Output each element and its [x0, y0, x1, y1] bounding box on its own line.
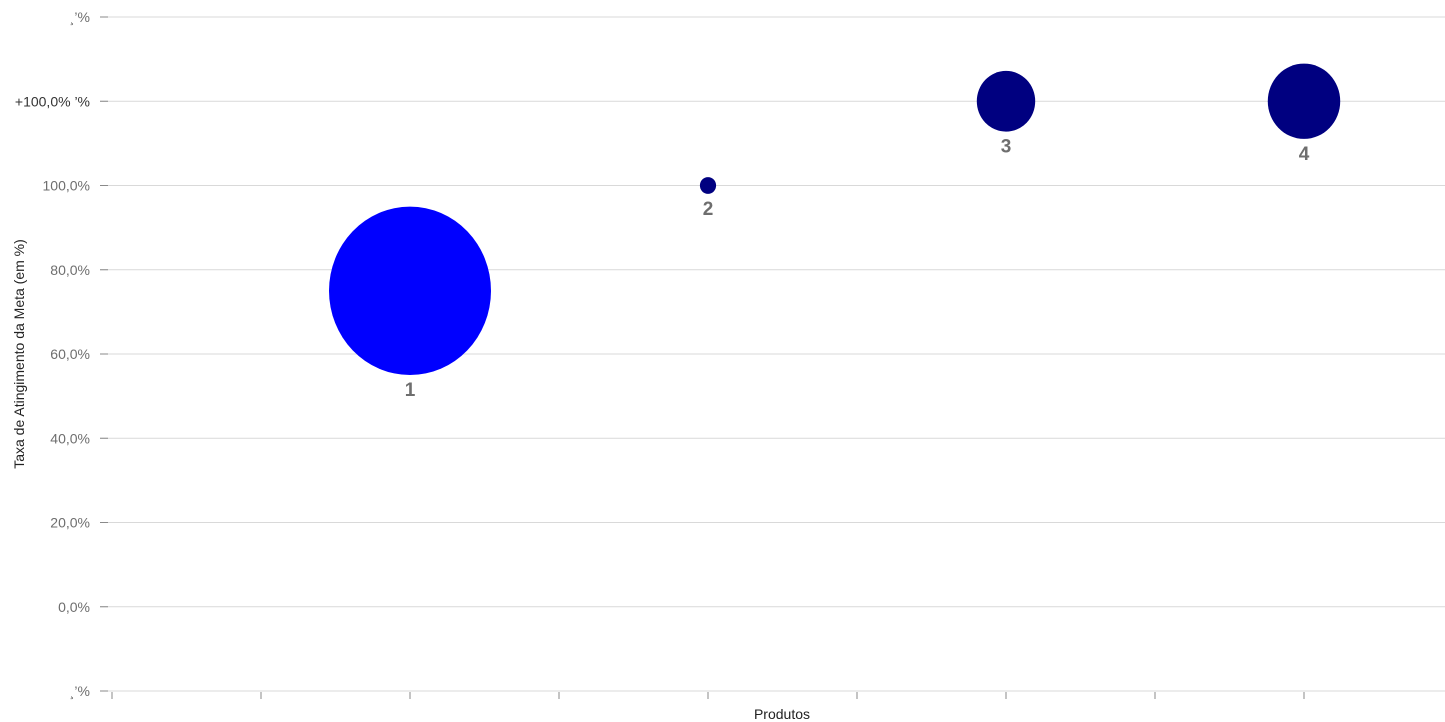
gridlines [100, 16, 1445, 692]
bubble-labels: 1 2 3 4 [405, 137, 1310, 401]
y-tick-label: 80,0% [50, 262, 90, 278]
bubble-label-2: 2 [703, 199, 714, 220]
y-tick-label: +100,0% ’% [15, 93, 90, 109]
y-tick-label: 60,0% [50, 346, 90, 362]
bubble-3 [976, 70, 1036, 132]
bubbles [329, 63, 1341, 376]
x-axis-ticks [111, 692, 1305, 699]
y-tick-label: 0,0% [58, 599, 90, 615]
y-tick-label: ¸’% [70, 9, 90, 25]
y-tick-label: 100,0% [43, 178, 90, 194]
bubble-4 [1267, 63, 1341, 139]
y-tick-label: 20,0% [50, 515, 90, 531]
y-tick-label: 40,0% [50, 430, 90, 446]
bubble-label-4: 4 [1299, 144, 1310, 165]
bubble-1 [329, 206, 491, 376]
bubble-label-1: 1 [405, 380, 416, 401]
y-tick-label: ¸’% [70, 683, 90, 699]
bubble-label-3: 3 [1001, 137, 1012, 158]
y-axis-title: Taxa de Atingimento da Meta (em %) [11, 239, 27, 469]
bubble-2 [699, 177, 717, 194]
y-axis-ticks: ¸’% +100,0% ’% 100,0% 80,0% 60,0% 40,0% 20,0% 0… [15, 9, 108, 699]
x-axis-title: Produtos [754, 706, 810, 722]
